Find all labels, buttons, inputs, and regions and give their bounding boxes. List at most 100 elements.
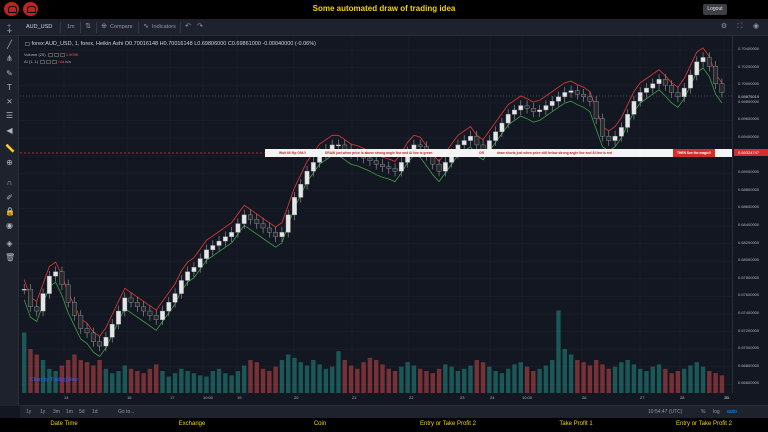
ai-settings-icon[interactable] xyxy=(40,59,46,64)
interval-selector[interactable]: 1m xyxy=(67,24,75,30)
volume-label[interactable]: Volume (20) xyxy=(24,52,46,57)
volume-bar xyxy=(34,354,39,393)
percent-toggle[interactable]: % xyxy=(701,409,706,415)
volume-bar xyxy=(581,362,586,393)
lock-icon[interactable]: 🔒 xyxy=(5,207,15,216)
range-1d[interactable]: 1d xyxy=(92,409,98,415)
top-header: Some automated draw of trading idea Logo… xyxy=(0,0,768,19)
candle-body xyxy=(688,74,693,89)
logo-icon-secondary[interactable] xyxy=(23,2,38,16)
volume-bar xyxy=(267,371,272,393)
range-1y[interactable]: 1y xyxy=(26,409,32,415)
magnet-icon[interactable]: ∩ xyxy=(6,178,13,187)
volume-bar xyxy=(418,368,423,393)
brush-icon[interactable]: ✎ xyxy=(6,69,13,78)
fullscreen-icon[interactable]: ⛶ xyxy=(737,23,743,30)
undo-icon[interactable]: ↶ xyxy=(185,23,191,30)
collapse-legend-icon[interactable] xyxy=(25,41,30,46)
ai-value-1: n/a xyxy=(58,59,65,64)
candle-body xyxy=(185,271,191,281)
ai-remove-icon[interactable] xyxy=(52,59,58,64)
indicators-icon[interactable]: ∿ xyxy=(143,23,149,30)
logout-button[interactable]: Logout xyxy=(703,4,727,15)
volume-bar xyxy=(160,371,165,393)
layers-icon[interactable]: ◈ xyxy=(6,239,13,248)
pattern-icon[interactable]: ⨯ xyxy=(6,97,13,106)
back-icon[interactable]: ◀ xyxy=(6,126,13,135)
auto-toggle[interactable]: auto xyxy=(727,409,737,415)
ruler-icon[interactable]: 📏 xyxy=(5,144,15,153)
time-tick-label: 22 xyxy=(409,395,414,400)
zoom-icon[interactable]: ⊕ xyxy=(6,158,13,167)
trash-icon[interactable]: 🗑 xyxy=(5,253,16,262)
footer-take-profit-1[interactable]: Take Profit 1 xyxy=(559,421,593,427)
text-icon[interactable]: T xyxy=(7,83,12,92)
tradingview-watermark[interactable]: Chart by TradingView xyxy=(30,377,78,383)
candle-body xyxy=(417,144,423,147)
volume-hide-icon[interactable] xyxy=(53,52,59,57)
candle-body xyxy=(53,271,59,277)
candle-body xyxy=(72,302,77,316)
time-tick-label: 31 xyxy=(725,395,730,400)
candle-body xyxy=(556,96,561,102)
volume-settings-icon[interactable] xyxy=(47,52,53,57)
volume-bar xyxy=(166,376,171,393)
footer-date-time[interactable]: Date Time xyxy=(50,421,78,427)
price-tick-label: 0.66600000 xyxy=(738,380,760,386)
symbol-search[interactable]: AUD_USD xyxy=(26,24,53,30)
footer-entry-2[interactable]: Entry or Take Profit 2 xyxy=(676,421,732,427)
candle-body xyxy=(694,61,700,76)
footer-entry-1[interactable]: Entry or Take Profit 2 xyxy=(420,421,476,427)
legend-title[interactable]: forex:AUD_USD, 1, forex, Heikin Ashi xyxy=(31,41,124,47)
chart-style-icon[interactable]: ⇅ xyxy=(85,23,91,30)
pitchfork-icon[interactable]: ⋔ xyxy=(6,54,13,63)
footer-exchange[interactable]: Exchange xyxy=(178,421,206,427)
time-tick-label: 27 xyxy=(640,395,645,400)
price-axis[interactable]: 0.70400000 0.70200000 0.70000000 0.69800000… xyxy=(732,36,768,393)
range-1m[interactable]: 1m xyxy=(66,409,73,415)
volume-remove-icon[interactable] xyxy=(59,52,65,57)
ai-label[interactable]: AI (1, 1) xyxy=(24,59,39,64)
compare-button[interactable]: Compare xyxy=(110,24,133,30)
range-3m[interactable]: 3m xyxy=(53,409,60,415)
ai-lower-line xyxy=(23,67,723,358)
settings-icon[interactable]: ⚙ xyxy=(720,23,728,30)
volume-bar xyxy=(480,362,486,393)
compare-icon[interactable]: ⊕ xyxy=(101,23,107,30)
banner-text-5: THEN See the magic!! xyxy=(673,149,716,157)
lock-drawing-icon[interactable]: ✐ xyxy=(6,193,13,202)
time-tick-label: 23 xyxy=(460,395,465,400)
footer-coin[interactable]: Coin xyxy=(313,421,327,427)
eye-icon[interactable]: ◉ xyxy=(6,221,13,230)
range-5d[interactable]: 5d xyxy=(79,409,85,415)
volume-bar xyxy=(229,375,234,393)
trend-line-icon[interactable]: ╱ xyxy=(7,40,12,49)
volume-bar xyxy=(367,357,373,393)
volume-bar xyxy=(594,360,599,393)
range-1y-b[interactable]: 1y xyxy=(40,409,46,415)
volume-bar xyxy=(223,373,228,393)
ai-hide-icon[interactable] xyxy=(46,59,52,64)
indicators-button[interactable]: Indicators xyxy=(152,24,176,30)
goto-button[interactable]: Go to... xyxy=(118,409,135,415)
prediction-icon[interactable]: ☰ xyxy=(5,111,14,120)
time-axis[interactable]: 14 16 17 10:00 19 20 21 22 23 24 10:00 26 27 28 29 31 xyxy=(20,393,732,405)
candle-body xyxy=(160,310,165,320)
candle-body xyxy=(380,163,385,167)
volume-bar xyxy=(411,365,417,393)
chart-canvas[interactable] xyxy=(20,36,732,393)
volume-bar xyxy=(531,371,536,393)
log-toggle[interactable]: log xyxy=(713,409,720,415)
candle-body xyxy=(28,288,33,307)
trading-idea-banner[interactable]: Wait till flip ONLY DRAW just when price… xyxy=(265,149,732,157)
cursor-icon[interactable]: + xyxy=(6,26,13,36)
price-chart[interactable] xyxy=(20,36,732,393)
volume-bar xyxy=(342,360,347,393)
candle-body xyxy=(530,107,536,112)
footer-bar: Date Time Exchange Coin Entry or Take Pr… xyxy=(0,418,768,432)
price-tick-label: 0.67800000 xyxy=(738,274,760,280)
plus-icon[interactable]: + xyxy=(6,23,12,30)
logo-icon[interactable] xyxy=(4,2,19,16)
camera-icon[interactable]: ◉ xyxy=(752,23,760,30)
redo-icon[interactable]: ↷ xyxy=(197,23,203,30)
